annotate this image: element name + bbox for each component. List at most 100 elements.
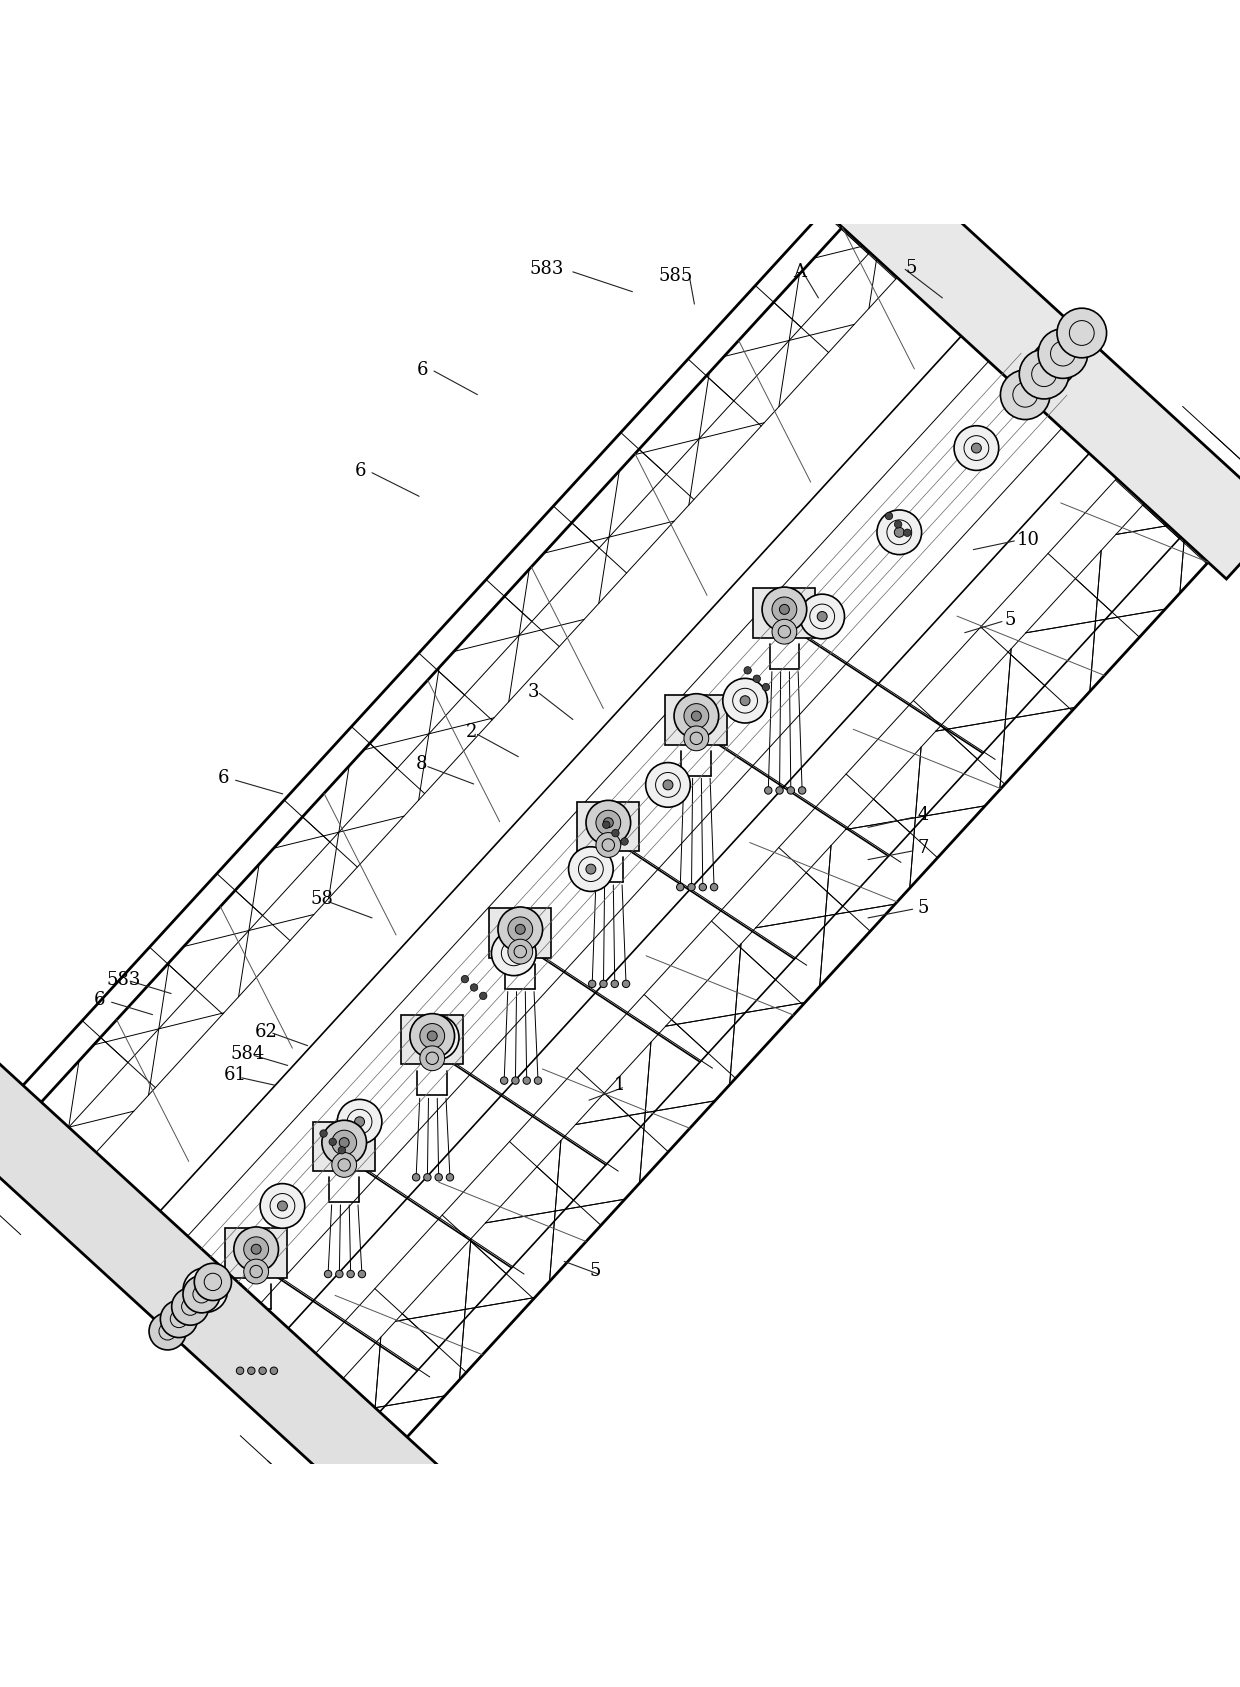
Text: 583: 583: [107, 972, 141, 989]
Circle shape: [587, 800, 631, 845]
Text: 6: 6: [218, 769, 229, 786]
Circle shape: [677, 884, 684, 891]
Circle shape: [587, 864, 596, 874]
Circle shape: [765, 786, 773, 795]
Circle shape: [491, 931, 536, 975]
Circle shape: [646, 763, 691, 806]
Circle shape: [763, 683, 770, 692]
Text: 585: 585: [658, 267, 693, 285]
Polygon shape: [0, 1059, 453, 1540]
Circle shape: [894, 528, 904, 536]
Text: 6: 6: [417, 361, 428, 380]
Circle shape: [596, 833, 621, 857]
Circle shape: [237, 1366, 244, 1375]
Circle shape: [604, 818, 614, 828]
Circle shape: [410, 1014, 455, 1058]
Circle shape: [773, 619, 797, 644]
Circle shape: [711, 884, 718, 891]
Text: 5: 5: [905, 260, 918, 277]
Circle shape: [358, 1270, 366, 1277]
Circle shape: [234, 1226, 279, 1272]
Text: 5: 5: [589, 1262, 601, 1280]
Circle shape: [508, 940, 533, 963]
Circle shape: [1049, 359, 1059, 369]
Circle shape: [817, 611, 827, 621]
Circle shape: [954, 425, 998, 471]
Circle shape: [184, 1269, 228, 1312]
Circle shape: [420, 1024, 445, 1048]
Circle shape: [740, 695, 750, 705]
Circle shape: [780, 604, 790, 614]
Circle shape: [171, 1287, 208, 1326]
Circle shape: [320, 1130, 327, 1137]
Circle shape: [753, 675, 760, 683]
Circle shape: [248, 1366, 255, 1375]
Circle shape: [508, 948, 518, 958]
Circle shape: [799, 786, 806, 795]
Polygon shape: [226, 1228, 288, 1277]
Circle shape: [270, 1366, 278, 1375]
Text: 61: 61: [224, 1066, 247, 1085]
Circle shape: [336, 1270, 343, 1277]
Circle shape: [787, 786, 795, 795]
Circle shape: [332, 1130, 357, 1156]
Text: 62: 62: [255, 1022, 278, 1041]
Circle shape: [424, 1174, 432, 1181]
Circle shape: [414, 1016, 459, 1059]
Circle shape: [329, 1139, 336, 1145]
Circle shape: [776, 786, 784, 795]
Polygon shape: [578, 801, 640, 852]
Polygon shape: [490, 908, 552, 958]
Circle shape: [534, 1076, 542, 1085]
Circle shape: [773, 597, 797, 623]
Circle shape: [461, 975, 469, 984]
Circle shape: [688, 884, 696, 891]
Polygon shape: [754, 589, 816, 638]
Circle shape: [201, 1285, 211, 1296]
Circle shape: [877, 509, 921, 555]
Text: 6: 6: [94, 990, 105, 1009]
Circle shape: [1056, 309, 1106, 358]
Circle shape: [195, 1264, 232, 1301]
Circle shape: [800, 594, 844, 639]
Text: 3: 3: [527, 683, 539, 702]
Polygon shape: [825, 148, 1240, 579]
Circle shape: [435, 1174, 443, 1181]
Circle shape: [149, 1312, 186, 1350]
Circle shape: [332, 1152, 357, 1178]
Text: 1: 1: [614, 1076, 626, 1095]
Circle shape: [508, 918, 533, 941]
Circle shape: [684, 703, 709, 729]
Polygon shape: [666, 695, 728, 744]
Text: 10: 10: [1017, 531, 1040, 548]
Circle shape: [603, 822, 610, 828]
Circle shape: [596, 810, 621, 835]
Circle shape: [498, 908, 543, 951]
Circle shape: [470, 984, 477, 992]
Circle shape: [252, 1245, 262, 1253]
Circle shape: [589, 980, 596, 987]
Circle shape: [1001, 369, 1050, 420]
Circle shape: [413, 1174, 420, 1181]
Circle shape: [569, 847, 614, 891]
Text: 8: 8: [415, 756, 428, 773]
Circle shape: [347, 1270, 355, 1277]
Text: 5: 5: [1004, 611, 1016, 629]
Circle shape: [516, 924, 526, 935]
Circle shape: [744, 666, 751, 675]
Circle shape: [244, 1237, 269, 1262]
Circle shape: [260, 1184, 305, 1228]
Circle shape: [432, 1032, 441, 1043]
Circle shape: [1032, 341, 1076, 386]
Circle shape: [1019, 349, 1069, 398]
Circle shape: [501, 1076, 508, 1085]
Text: 58: 58: [311, 891, 334, 908]
Text: 583: 583: [529, 260, 564, 278]
Circle shape: [904, 530, 911, 536]
Circle shape: [322, 1120, 367, 1166]
Circle shape: [894, 521, 901, 528]
Text: 6: 6: [355, 462, 366, 481]
Polygon shape: [402, 1016, 464, 1064]
Text: 5: 5: [918, 899, 929, 918]
Text: 7: 7: [918, 840, 929, 857]
